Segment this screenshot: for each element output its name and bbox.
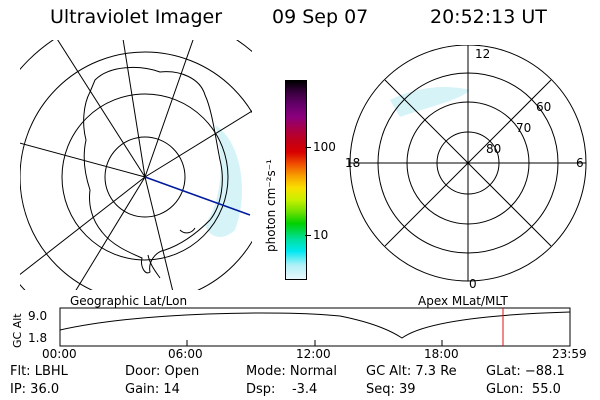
geographic-map [20, 40, 252, 290]
mlt-label-left: 18 [345, 156, 360, 170]
altitude-ytick-max: 9.0 [28, 309, 47, 323]
mlt-label-right: 6 [576, 156, 584, 170]
altitude-ylabel: GC Alt [11, 313, 24, 348]
lat-label-70: 70 [516, 121, 531, 135]
observation-date: 09 Sep 07 [272, 6, 369, 28]
instrument-title: Ultraviolet Imager [50, 6, 223, 28]
colorbar-tick-10: 10 [313, 228, 329, 242]
xtick-1200: 12:00 [296, 347, 331, 361]
lat-label-60: 60 [536, 100, 551, 114]
xtick-2359: 23:59 [552, 347, 587, 361]
altitude-curve [59, 311, 571, 339]
apex-polar-map: 12 18 6 0 60 70 80 [345, 45, 587, 290]
colorbar-unit-label: photon cm⁻²s⁻¹ [264, 159, 278, 252]
status-dsp: Dsp: -3.4 [246, 382, 318, 397]
xtick-1800: 18:00 [424, 347, 459, 361]
status-gain: Gain: 14 [125, 382, 180, 397]
altitude-plot: 9.0 1.8 GC Alt [11, 307, 571, 348]
xtick-0000: 00:00 [42, 347, 77, 361]
aurora-glow-geo [205, 125, 243, 237]
status-gc-alt: GC Alt: 7.3 Re [366, 364, 457, 379]
geographic-label: Geographic Lat/Lon [70, 294, 188, 308]
observation-time: 20:52:13 UT [430, 6, 547, 28]
status-mode: Mode: Normal [246, 364, 337, 379]
lat-label-80: 80 [486, 142, 501, 156]
status-glat: GLat: −88.1 [486, 364, 565, 379]
status-seq: Seq: 39 [366, 382, 416, 397]
colorbar [285, 80, 307, 280]
apex-label: Apex MLat/MLT [418, 294, 508, 308]
status-filter: Flt: LBHL [10, 364, 68, 379]
status-door: Door: Open [125, 364, 200, 379]
mlt-label-bottom: 0 [469, 277, 477, 290]
xtick-0600: 06:00 [168, 347, 203, 361]
mlt-label-top: 12 [475, 47, 490, 61]
status-glon: GLon: 55.0 [486, 382, 561, 397]
colorbar-tick-100: 100 [313, 140, 336, 154]
altitude-ytick-min: 1.8 [28, 331, 47, 345]
status-ip: IP: 36.0 [10, 382, 60, 397]
